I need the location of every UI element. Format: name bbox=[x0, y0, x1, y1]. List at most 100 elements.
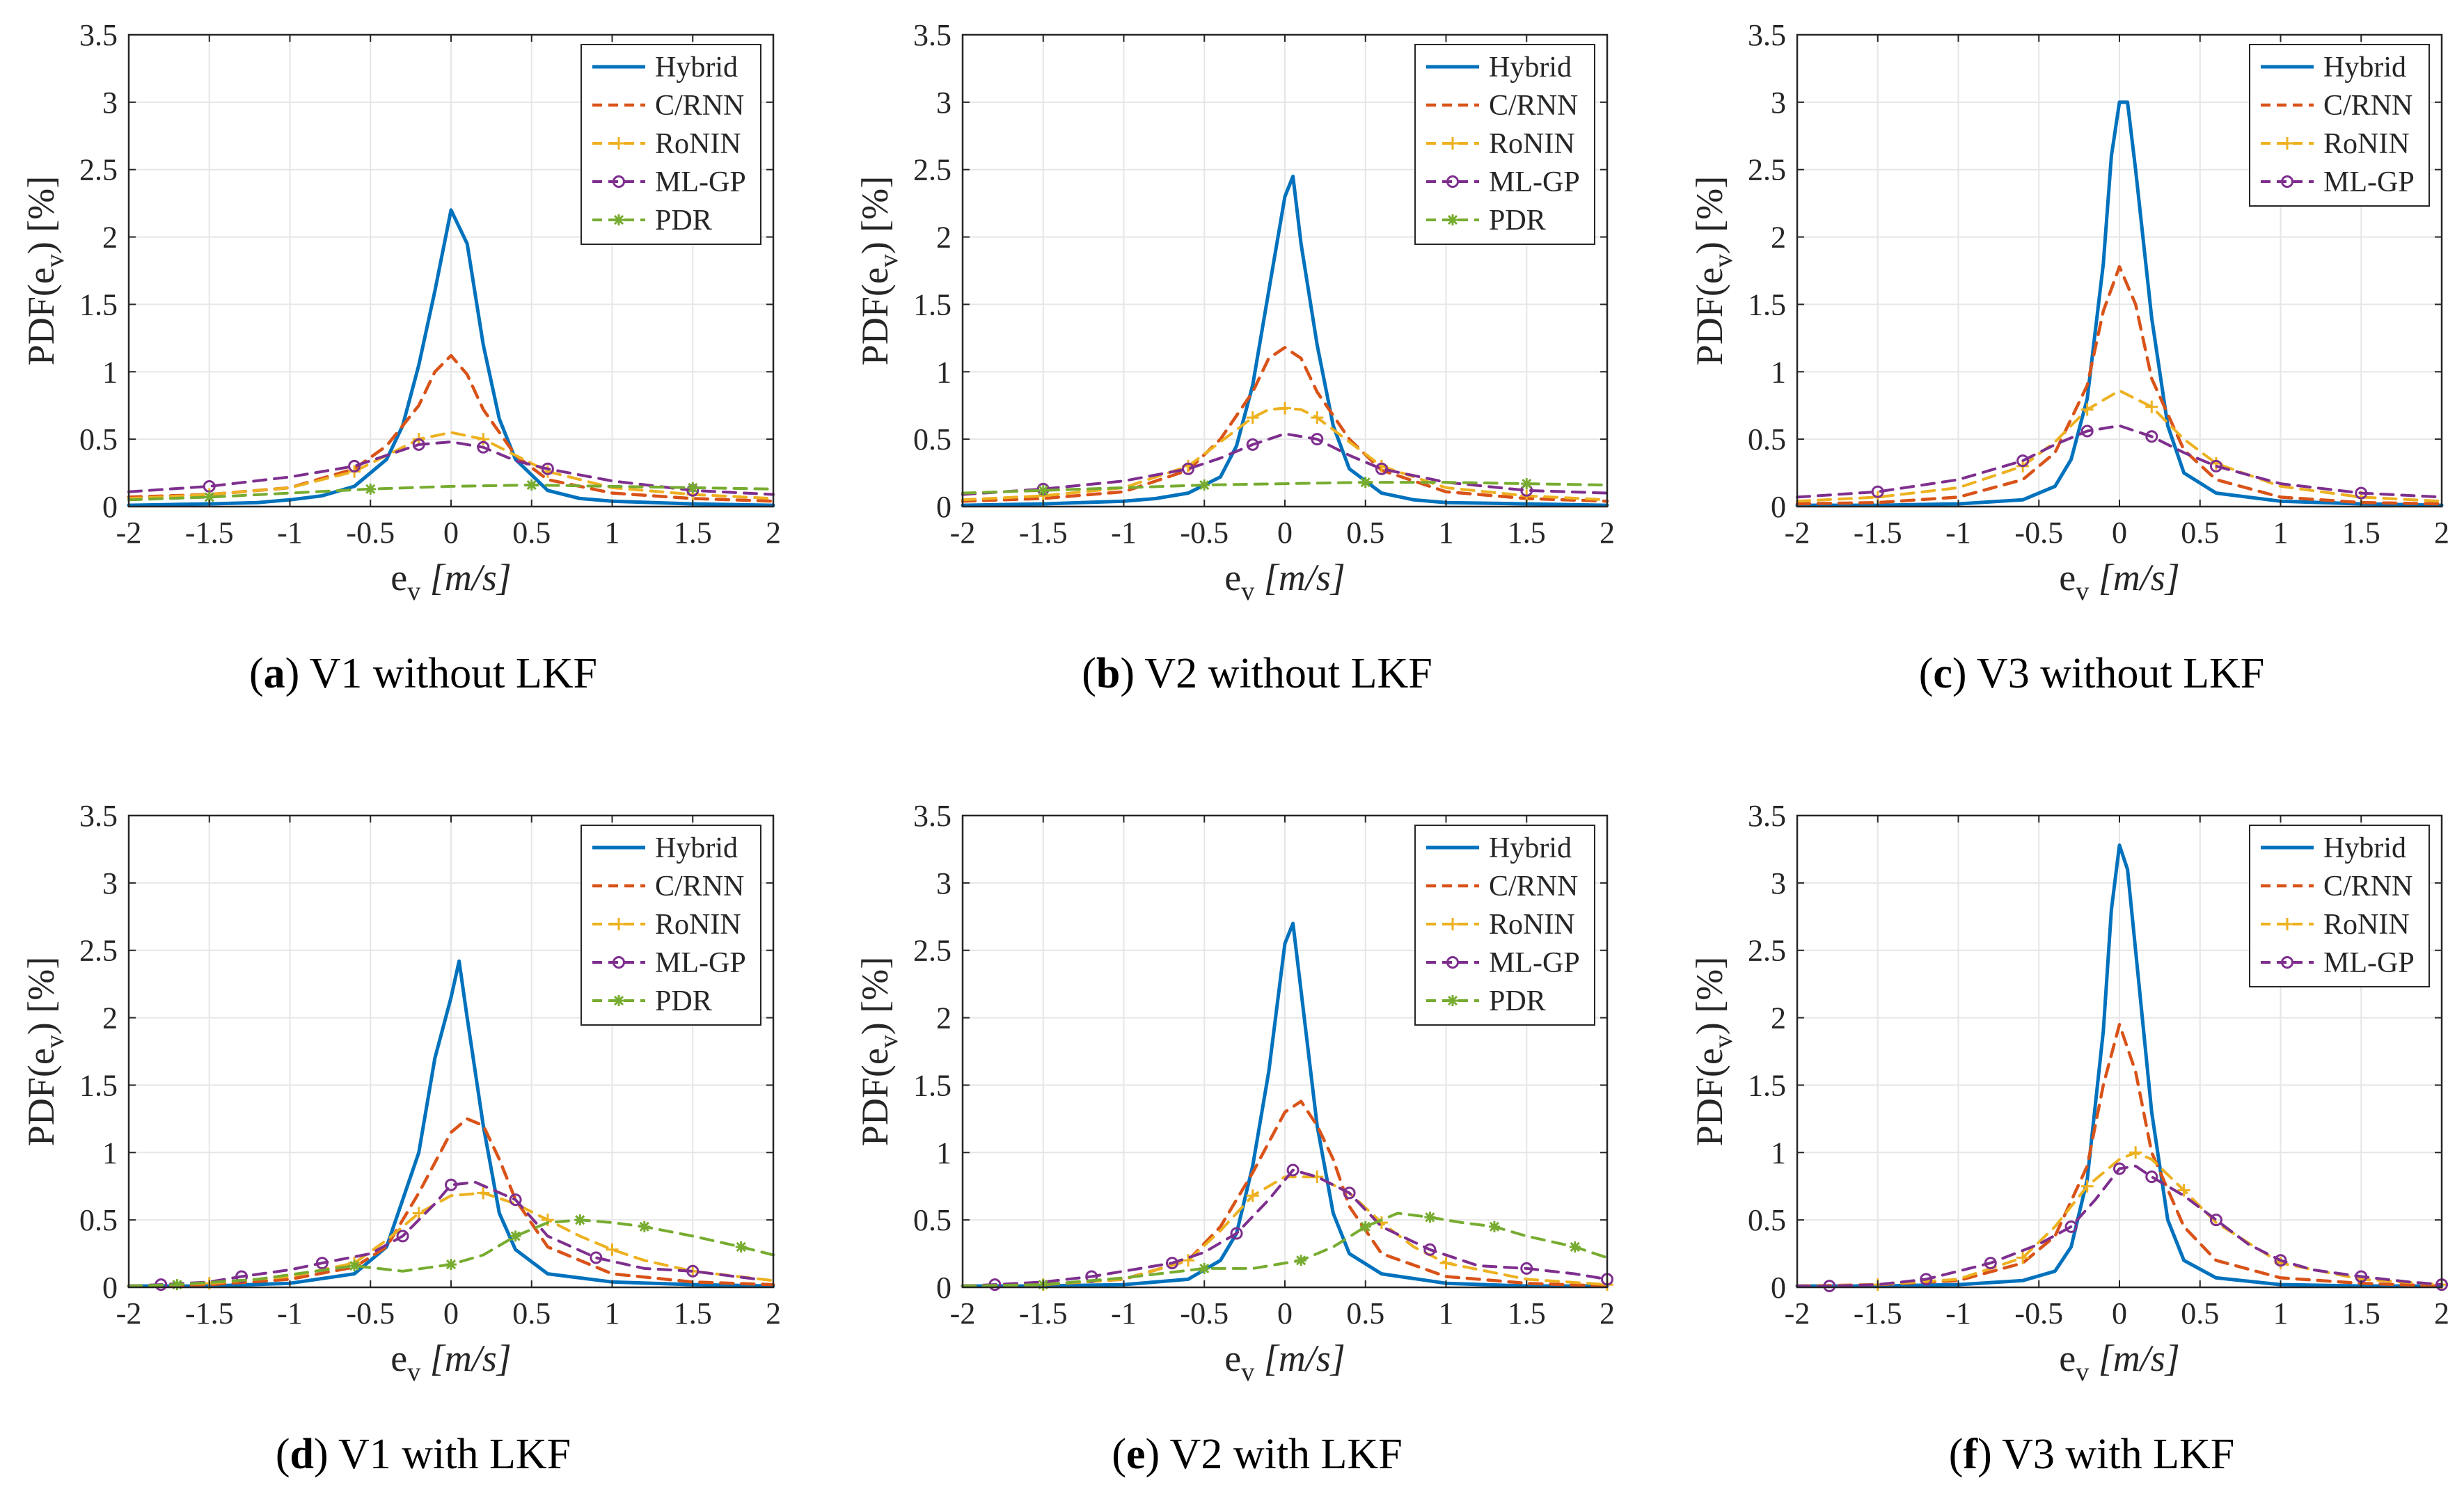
data-point-ml-gp bbox=[1920, 1273, 1933, 1286]
data-point-pdr bbox=[1037, 484, 1049, 496]
data-point-ml-gp bbox=[2113, 1162, 2126, 1175]
series-line-c-rnn bbox=[961, 1099, 1609, 1288]
legend-marker bbox=[1446, 956, 1459, 969]
y-tick-label: 1.5 bbox=[1748, 1068, 1786, 1102]
y-tick-label: 3 bbox=[936, 86, 951, 120]
y-tick-label: 1.5 bbox=[79, 287, 118, 321]
series-line-pdr bbox=[961, 481, 1609, 495]
data-point-ronin bbox=[1246, 1189, 1259, 1202]
y-tick-label: 2 bbox=[936, 1001, 951, 1035]
y-tick-label: 3.5 bbox=[1748, 799, 1786, 833]
data-point-pdr bbox=[1199, 479, 1210, 491]
y-axis-label: PDF(ev) [%] bbox=[20, 176, 70, 365]
y-tick-label: 2.5 bbox=[1748, 153, 1786, 187]
x-tick-label: -2 bbox=[116, 516, 142, 550]
x-tick-label: 0 bbox=[1277, 1296, 1293, 1330]
data-point-ml-gp bbox=[1182, 462, 1195, 475]
legend-entry: C/RNN bbox=[655, 90, 744, 122]
x-tick-label: 0 bbox=[2112, 1296, 2127, 1330]
legend-entry: ML-GP bbox=[2323, 166, 2415, 198]
data-point-ml-gp bbox=[2145, 1170, 2158, 1184]
legend-entry: PDR bbox=[1489, 985, 1546, 1017]
legend-entry: RoNIN bbox=[2323, 909, 2410, 941]
chart-panel-b: -2 -1.5 -1 -0.5 0 0.5 1 1.5 2 0 0.5 1 1.5 2 2.5 3 3.5 ev … bbox=[854, 18, 1615, 697]
x-tick-label: -2 bbox=[1785, 516, 1810, 550]
x-axis-label: ev [m/s] bbox=[390, 557, 512, 606]
data-point-ml-gp bbox=[2064, 1220, 2078, 1233]
y-tick-label: 2 bbox=[1771, 1001, 1786, 1035]
series-line-ml-gp bbox=[961, 1168, 1609, 1288]
panel-caption: (a) V1 without LKF bbox=[249, 650, 597, 697]
y-tick-label: 3 bbox=[102, 866, 118, 900]
series-line-ronin bbox=[1796, 1151, 2443, 1288]
y-tick-label: 0.5 bbox=[1748, 422, 1786, 456]
series-line-ml-gp bbox=[127, 440, 775, 496]
data-point-ml-gp bbox=[1230, 1227, 1243, 1240]
x-tick-label: -1.5 bbox=[185, 516, 234, 550]
x-tick-label: -2 bbox=[116, 1296, 142, 1330]
x-axis-label: ev [m/s] bbox=[2059, 557, 2180, 606]
x-tick-label: 1.5 bbox=[1508, 1296, 1546, 1330]
x-tick-label: 2 bbox=[1600, 516, 1615, 550]
data-point-ml-gp bbox=[1343, 1186, 1356, 1200]
data-point-pdr bbox=[445, 1259, 457, 1271]
data-point-ml-gp bbox=[1246, 438, 1259, 451]
legend-entry: Hybrid bbox=[1489, 51, 1572, 84]
legend-entry: ML-GP bbox=[1489, 166, 1580, 198]
x-tick-label: 1.5 bbox=[2342, 1296, 2380, 1330]
x-tick-label: 1.5 bbox=[674, 1296, 712, 1330]
legend: Hybrid C/RNN RoNIN ML-GP bbox=[2249, 825, 2430, 987]
x-tick-label: -1.5 bbox=[1019, 1296, 1068, 1330]
legend-entry: Hybrid bbox=[2323, 51, 2406, 84]
legend-entry: PDR bbox=[655, 205, 712, 237]
legend-entry: PDR bbox=[1489, 205, 1546, 237]
y-tick-label: 3.5 bbox=[913, 799, 951, 833]
y-tick-label: 1 bbox=[102, 1136, 118, 1170]
x-axis-label: ev [m/s] bbox=[390, 1337, 512, 1387]
series-line-hybrid bbox=[127, 208, 775, 507]
y-tick-label: 2 bbox=[936, 221, 951, 255]
legend-marker bbox=[613, 995, 624, 1006]
data-point-ronin bbox=[477, 1186, 490, 1200]
legend-marker bbox=[613, 175, 625, 188]
legend-entry: C/RNN bbox=[655, 871, 744, 903]
y-tick-label: 3.5 bbox=[913, 18, 951, 52]
data-point-ml-gp bbox=[2209, 1214, 2222, 1227]
x-tick-label: -0.5 bbox=[2014, 1296, 2063, 1330]
x-tick-label: 0.5 bbox=[512, 516, 551, 550]
y-tick-label: 0 bbox=[1771, 1271, 1786, 1305]
y-tick-label: 1.5 bbox=[913, 287, 951, 321]
y-axis-label: PDF(ev) [%] bbox=[20, 957, 70, 1146]
panel-caption: (e) V2 with LKF bbox=[1112, 1431, 1402, 1478]
legend-marker bbox=[1446, 137, 1459, 150]
legend-box bbox=[2249, 825, 2430, 987]
legend-entry: C/RNN bbox=[1489, 871, 1578, 903]
x-axis-label: ev [m/s] bbox=[1224, 1337, 1345, 1387]
data-point-ronin bbox=[1439, 1257, 1453, 1270]
y-tick-label: 0 bbox=[1771, 490, 1786, 524]
y-tick-label: 2 bbox=[102, 1001, 118, 1035]
series-line-c-rnn bbox=[1795, 1023, 2444, 1288]
x-tick-label: -1 bbox=[277, 1296, 303, 1330]
y-tick-label: 0 bbox=[102, 1271, 118, 1305]
y-tick-label: 1.5 bbox=[1748, 287, 1786, 321]
panel-caption: (b) V2 without LKF bbox=[1082, 650, 1432, 697]
data-point-ronin bbox=[2080, 1179, 2094, 1193]
x-tick-label: -0.5 bbox=[1180, 1296, 1229, 1330]
series-line-ronin bbox=[1796, 389, 2443, 503]
series-line-hybrid bbox=[1795, 100, 2444, 507]
y-tick-label: 3.5 bbox=[1748, 18, 1786, 52]
panel-caption: (c) V3 without LKF bbox=[1919, 650, 2265, 697]
legend-marker bbox=[1447, 995, 1458, 1006]
data-point-ronin bbox=[2177, 1184, 2190, 1197]
x-tick-label: 2 bbox=[1600, 1296, 1615, 1330]
x-tick-label: 1 bbox=[605, 516, 620, 550]
y-tick-label: 1.5 bbox=[79, 1068, 118, 1102]
data-point-ml-gp bbox=[1823, 1280, 1836, 1293]
chart-panel-f: -2 -1.5 -1 -0.5 0 0.5 1 1.5 2 0 0.5 1 1.5 2 2.5 3 3.5 ev … bbox=[1689, 799, 2449, 1478]
y-tick-label: 1 bbox=[1771, 355, 1786, 389]
series-line-ml-gp bbox=[127, 1180, 759, 1288]
y-tick-label: 3 bbox=[1771, 866, 1786, 900]
